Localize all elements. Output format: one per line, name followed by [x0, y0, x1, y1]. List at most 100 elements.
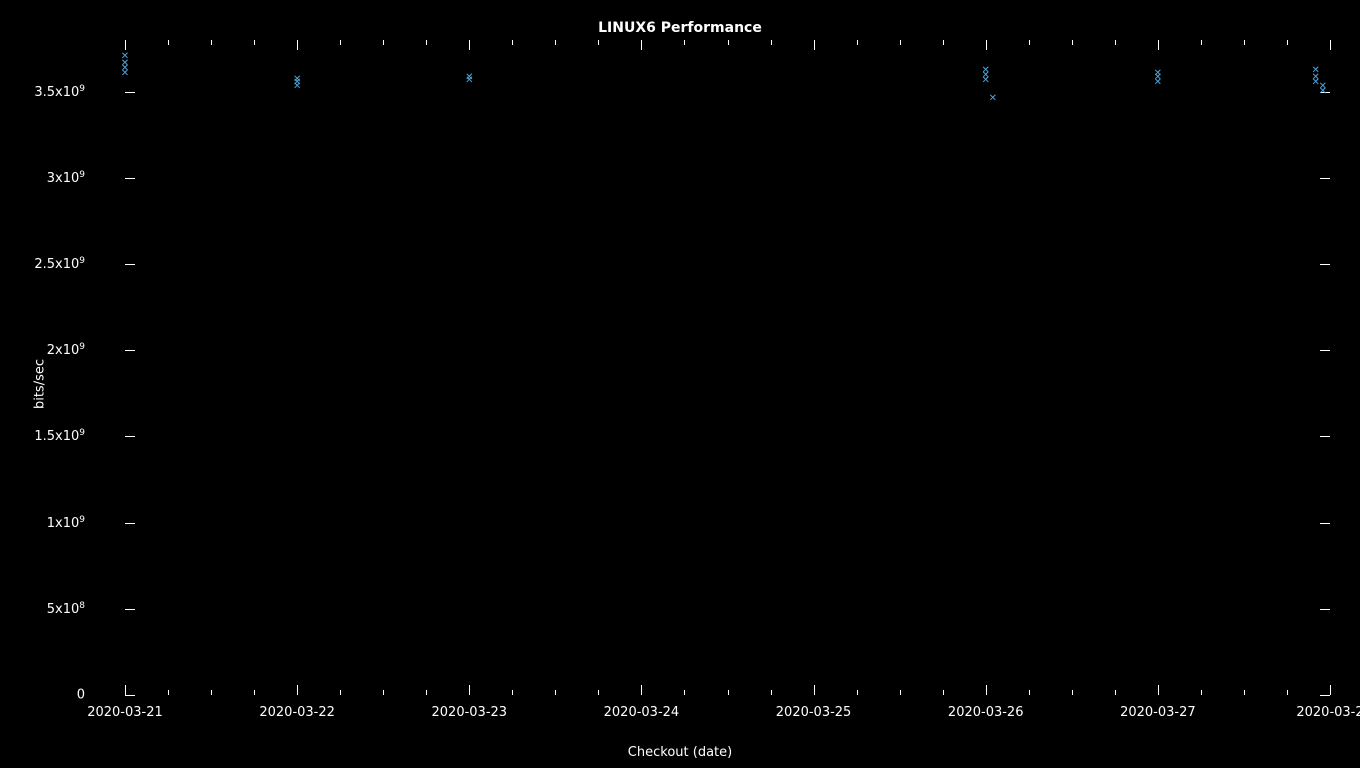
x-minor-tick	[1072, 40, 1073, 45]
x-tick-label: 2020-03-24	[604, 705, 680, 720]
x-tick-label: 2020-03-26	[948, 705, 1024, 720]
x-minor-tick	[254, 40, 255, 45]
y-tick	[1320, 436, 1330, 437]
x-tick	[469, 685, 470, 695]
x-tick-label: 2020-03-21	[87, 705, 163, 720]
y-tick-label: 0	[77, 688, 85, 703]
x-minor-tick	[168, 690, 169, 695]
y-tick	[125, 178, 135, 179]
x-tick	[814, 40, 815, 50]
y-tick	[1320, 523, 1330, 524]
x-minor-tick	[211, 40, 212, 45]
x-minor-tick	[684, 690, 685, 695]
x-minor-tick	[1029, 690, 1030, 695]
x-minor-tick	[728, 690, 729, 695]
x-minor-tick	[340, 690, 341, 695]
data-point: ✕	[989, 94, 997, 104]
y-tick	[125, 695, 135, 696]
x-minor-tick	[1287, 40, 1288, 45]
y-tick-label: 2.5x109	[34, 256, 85, 272]
data-point: ✕	[121, 69, 129, 79]
y-tick-label: 1.5x109	[34, 428, 85, 444]
x-tick	[641, 40, 642, 50]
x-minor-tick	[1029, 40, 1030, 45]
y-tick-label: 5x108	[47, 601, 85, 617]
y-tick-label: 3.5x109	[34, 84, 85, 100]
y-tick	[1320, 178, 1330, 179]
y-tick	[1320, 695, 1330, 696]
x-minor-tick	[254, 690, 255, 695]
performance-chart: LINUX6 Performance bits/sec Checkout (da…	[0, 0, 1360, 768]
x-tick	[1330, 40, 1331, 50]
x-minor-tick	[857, 40, 858, 45]
x-tick	[1158, 40, 1159, 50]
x-minor-tick	[728, 40, 729, 45]
x-tick	[125, 685, 126, 695]
y-tick	[1320, 264, 1330, 265]
x-minor-tick	[168, 40, 169, 45]
y-tick-label: 3x109	[47, 170, 85, 186]
y-tick	[1320, 350, 1330, 351]
y-tick-label: 2x109	[47, 342, 85, 358]
data-point: ✕	[1319, 82, 1327, 92]
x-tick	[641, 685, 642, 695]
x-minor-tick	[598, 690, 599, 695]
x-tick-label: 2020-03-23	[432, 705, 508, 720]
x-tick	[297, 685, 298, 695]
data-point: ✕	[121, 52, 129, 62]
plot-area: 05x1081x1091.5x1092x1092.5x1093x1093.5x1…	[125, 40, 1330, 695]
x-tick	[814, 685, 815, 695]
x-minor-tick	[943, 690, 944, 695]
x-minor-tick	[1244, 690, 1245, 695]
x-tick	[297, 40, 298, 50]
x-tick	[125, 40, 126, 50]
y-tick	[125, 609, 135, 610]
x-minor-tick	[1072, 690, 1073, 695]
x-minor-tick	[383, 690, 384, 695]
x-minor-tick	[684, 40, 685, 45]
y-tick	[1320, 609, 1330, 610]
x-minor-tick	[1115, 690, 1116, 695]
x-minor-tick	[1244, 40, 1245, 45]
data-point: ✕	[1154, 78, 1162, 88]
x-tick-label: 2020-03-27	[1120, 705, 1196, 720]
x-tick-label: 2020-03-25	[776, 705, 852, 720]
y-tick	[125, 264, 135, 265]
data-point: ✕	[293, 82, 301, 92]
chart-title: LINUX6 Performance	[0, 20, 1360, 36]
x-minor-tick	[1115, 40, 1116, 45]
y-tick	[125, 350, 135, 351]
x-minor-tick	[555, 40, 556, 45]
x-minor-tick	[512, 690, 513, 695]
y-tick	[125, 523, 135, 524]
x-minor-tick	[943, 40, 944, 45]
y-axis-label: bits/sec	[33, 359, 48, 409]
y-tick	[125, 92, 135, 93]
x-minor-tick	[900, 690, 901, 695]
x-minor-tick	[555, 690, 556, 695]
data-point: ✕	[982, 76, 990, 86]
x-minor-tick	[771, 690, 772, 695]
x-minor-tick	[383, 40, 384, 45]
x-minor-tick	[211, 690, 212, 695]
y-tick-label: 1x109	[47, 514, 85, 530]
x-minor-tick	[340, 40, 341, 45]
x-minor-tick	[1287, 690, 1288, 695]
x-tick-label: 2020-03-22	[259, 705, 335, 720]
x-tick-label: 2020-03-2	[1296, 705, 1360, 720]
x-tick	[1158, 685, 1159, 695]
x-tick	[469, 40, 470, 50]
data-point: ✕	[465, 76, 473, 86]
x-tick	[986, 40, 987, 50]
x-minor-tick	[426, 690, 427, 695]
y-tick	[125, 436, 135, 437]
x-tick	[1330, 685, 1331, 695]
x-minor-tick	[512, 40, 513, 45]
x-minor-tick	[900, 40, 901, 45]
x-minor-tick	[1201, 690, 1202, 695]
x-axis-label: Checkout (date)	[0, 745, 1360, 760]
x-minor-tick	[426, 40, 427, 45]
x-minor-tick	[771, 40, 772, 45]
x-minor-tick	[857, 690, 858, 695]
x-minor-tick	[598, 40, 599, 45]
